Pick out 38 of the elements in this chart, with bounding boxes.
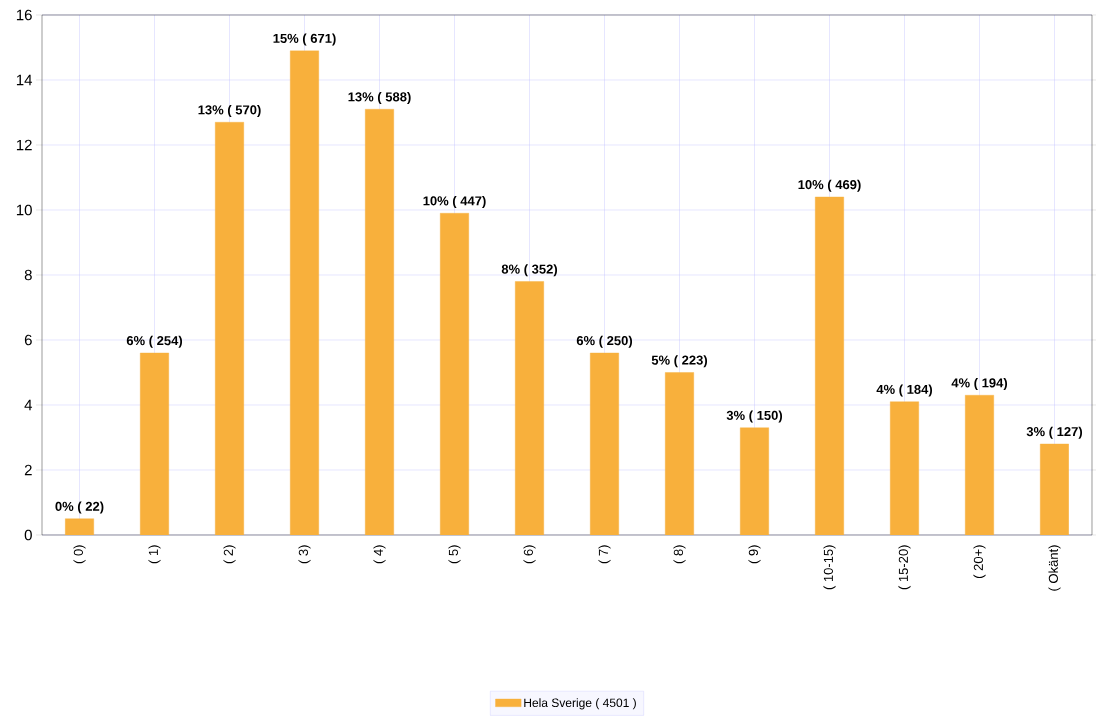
x-tick-label: ( 10-15) [823,545,836,590]
data-label: 15% ( 671) [273,33,336,46]
x-tick-label: ( 0) [73,545,86,564]
y-tick-label: 0 [24,529,32,541]
data-label: 5% ( 223) [651,355,708,368]
data-label: 4% ( 194) [951,377,1008,391]
x-tick-label: ( 4) [373,545,386,564]
data-label: 4% ( 184) [876,384,933,397]
x-tick-label: ( 2) [223,545,236,564]
data-label: 8% ( 352) [501,264,558,277]
legend-label: Hela Sverige ( 4501 ) [524,698,636,710]
x-tick-label: ( 7) [598,545,611,564]
data-label: 10% ( 447) [423,195,486,209]
x-tick-label: ( 15-20) [898,545,911,590]
data-label: 13% ( 570) [198,104,261,118]
y-tick-label: 4 [24,399,33,411]
data-label: 3% ( 127) [1026,426,1083,439]
data-label: 10% ( 469) [798,179,861,192]
x-tick-label: ( Okänt) [1048,545,1061,591]
y-tick-label: 10 [16,204,32,216]
x-tick-label: ( 6) [523,545,536,564]
x-tick-label: ( 1) [148,545,161,564]
data-label: 13% ( 588) [348,91,411,105]
x-tick-label: ( 20+) [973,545,986,579]
y-tick-label: 8 [24,269,32,281]
data-label: 0% ( 22) [55,501,104,514]
y-tick-label: 2 [24,464,32,476]
y-tick-label: 12 [16,139,32,151]
y-tick-label: 16 [16,9,32,21]
y-tick-label: 6 [24,334,32,346]
data-label: 6% ( 254) [126,335,183,348]
x-tick-label: ( 3) [298,545,311,564]
x-tick-label: ( 5) [448,545,461,564]
y-tick-label: 14 [16,74,33,86]
data-label: 3% ( 150) [726,410,783,423]
x-tick-label: ( 8) [673,545,686,564]
x-tick-label: ( 9) [748,545,761,564]
data-label: 6% ( 250) [576,335,633,348]
